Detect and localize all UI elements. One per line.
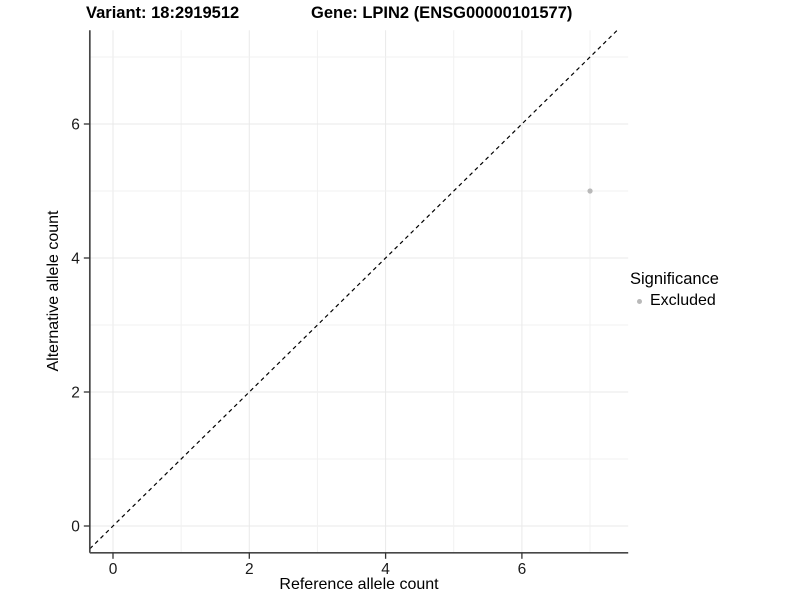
legend: Significance Excluded (630, 269, 719, 311)
variant-title: Variant: 18:2919512 (86, 4, 240, 22)
svg-text:6: 6 (518, 561, 527, 578)
svg-text:2: 2 (71, 385, 80, 402)
x-axis-title: Reference allele count (279, 576, 439, 593)
gene-title: Gene: LPIN2 (ENSG00000101577) (311, 4, 573, 22)
svg-text:6: 6 (71, 117, 80, 134)
svg-text:2: 2 (245, 561, 254, 578)
svg-text:4: 4 (381, 561, 390, 578)
legend-entry-excluded: Excluded (630, 291, 719, 311)
svg-text:0: 0 (109, 561, 118, 578)
legend-entry-label: Excluded (650, 292, 716, 309)
svg-text:4: 4 (71, 251, 80, 268)
svg-text:0: 0 (71, 519, 80, 536)
y-axis-title: Alternative allele count (45, 210, 62, 372)
legend-title: Significance (630, 270, 719, 288)
excluded-point-icon (637, 298, 642, 304)
